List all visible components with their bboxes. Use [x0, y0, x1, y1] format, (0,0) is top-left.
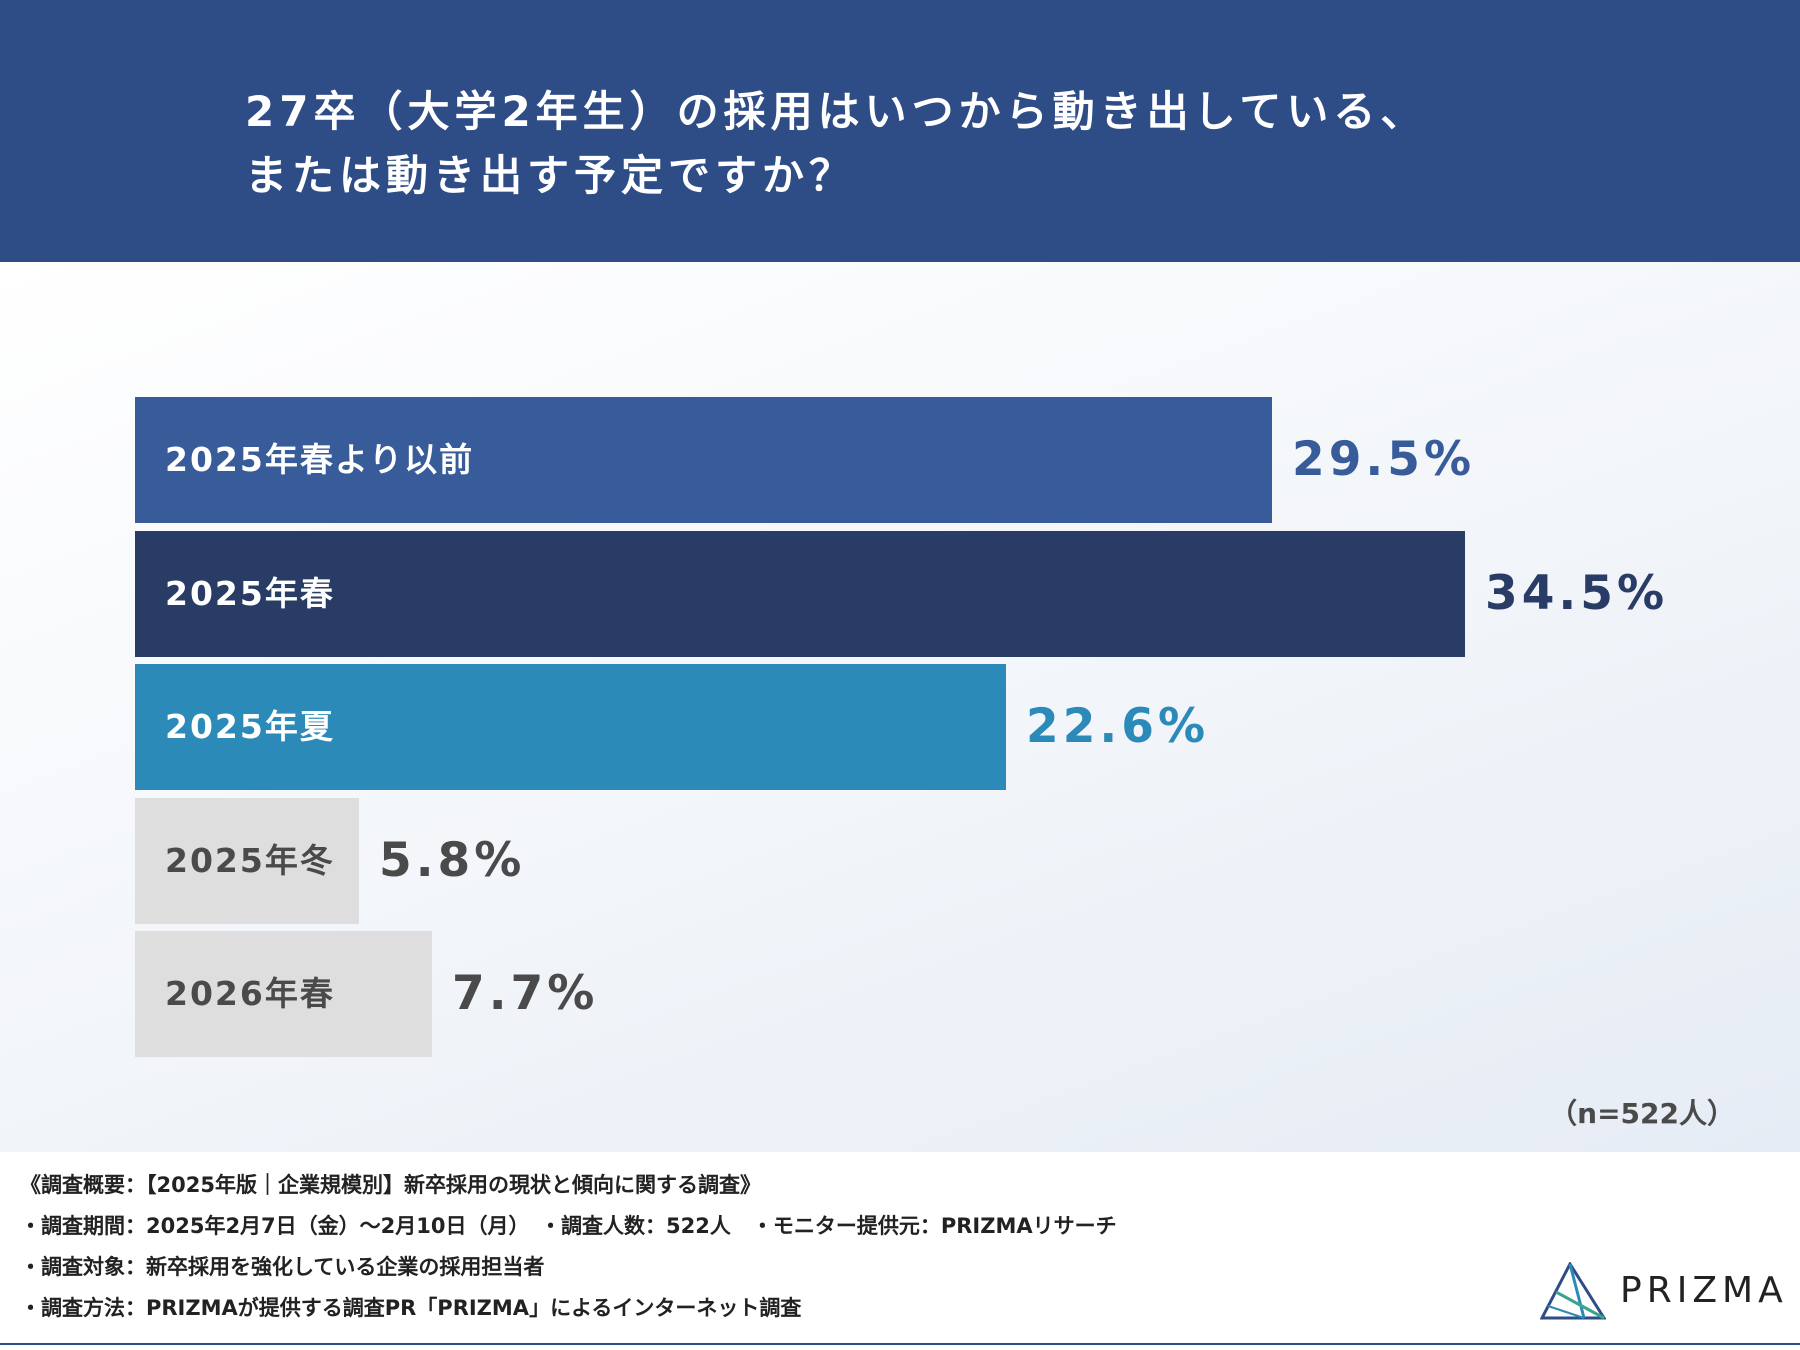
survey-target: ・調査対象：新卒採用を強化している企業の採用担当者: [20, 1255, 545, 1279]
chart-title-line-1: 27卒（大学2年生）の採用はいつから動き出している、: [245, 87, 1428, 136]
survey-footer: 《調査概要：【2025年版｜企業規模別】新卒採用の現状と傾向に関する調査》 ・調…: [0, 1152, 1800, 1350]
bar-1: [135, 397, 1272, 523]
bar-value-label: 29.5%: [1292, 432, 1476, 487]
bar-value-label: 7.7%: [452, 966, 599, 1021]
chart-title-line-2: または動き出す予定ですか？: [245, 151, 857, 200]
bar-4: [135, 798, 359, 924]
survey-summary: 《調査概要：【2025年版｜企業規模別】新卒採用の現状と傾向に関する調査》: [20, 1173, 761, 1197]
bar-category-label: 2025年冬: [165, 841, 335, 880]
logo-text: PRIZMA: [1620, 1270, 1788, 1311]
bar-5: [135, 931, 432, 1057]
bar-3: [135, 664, 1006, 790]
bottom-rule: [0, 1343, 1800, 1345]
bar-category-label: 2026年春: [165, 974, 335, 1013]
survey-period: ・調査期間：2025年2月7日（金）〜2月10日（月） ・調査人数：522人 ・…: [20, 1214, 1117, 1238]
bar-value-label: 5.8%: [379, 833, 526, 888]
bar-chart: 2025年春より以前 29.5% 2025年春 34.5% 2025年夏 22.6% 202…: [0, 262, 1800, 1152]
bar-category-label: 2025年春より以前: [165, 440, 475, 479]
prism-logo-icon: [1539, 1260, 1607, 1320]
bar-2: [135, 531, 1465, 657]
header-banner: 27卒（大学2年生）の採用はいつから動き出している、 または動き出す予定ですか？: [0, 0, 1800, 262]
bar-category-label: 2025年夏: [165, 707, 335, 746]
bar-category-label: 2025年春: [165, 574, 335, 613]
bar-value-label: 22.6%: [1026, 699, 1210, 754]
bar-value-label: 34.5%: [1485, 566, 1669, 621]
survey-method: ・調査方法：PRIZMAが提供する調査PR「PRIZMA」によるインターネット調…: [20, 1296, 802, 1320]
chart-area: 2025年春より以前 29.5% 2025年春 34.5% 2025年夏 22.6% 202…: [0, 262, 1800, 1152]
sample-size-label: （n=522人）: [1549, 1097, 1735, 1130]
prizma-logo: PRIZMA: [1539, 1260, 1783, 1332]
